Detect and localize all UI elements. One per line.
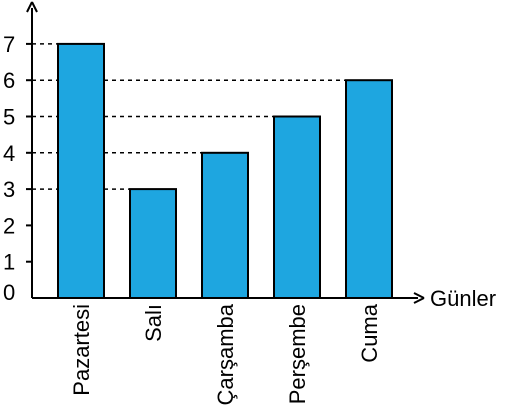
category-label: Pazartesi: [69, 304, 94, 396]
bar-Çarşamba: [201, 151, 249, 299]
y-tick-label: 6: [3, 68, 15, 93]
bars-group: [57, 42, 393, 300]
x-labels-group: Pazartesi Salı Çarşamba Perşembe Cuma: [69, 303, 382, 405]
bar-Perşembe: [273, 115, 321, 299]
bar-Cuma: [345, 79, 393, 299]
x-axis-title: Günler: [430, 286, 496, 311]
category-label: Cuma: [357, 303, 382, 362]
y-tick-label: 3: [3, 177, 15, 202]
bar-Salı: [129, 188, 177, 300]
y-tick-label: 0: [3, 280, 15, 305]
x-axis-arrow-icon: [413, 292, 425, 304]
y-tick-label: 4: [3, 141, 15, 166]
category-label: Perşembe: [285, 304, 310, 404]
category-label: Çarşamba: [213, 303, 238, 405]
y-ticks-group: 0 1 2 3 4 5 6 7: [3, 32, 32, 305]
y-tick-label: 5: [3, 105, 15, 130]
category-label: Salı: [141, 304, 166, 342]
y-tick-label: 2: [3, 213, 15, 238]
bar-Pazartesi: [57, 42, 105, 300]
y-axis-arrow-icon: [26, 1, 38, 13]
y-tick-label: 7: [3, 32, 15, 57]
y-tick-label: 1: [3, 250, 15, 275]
